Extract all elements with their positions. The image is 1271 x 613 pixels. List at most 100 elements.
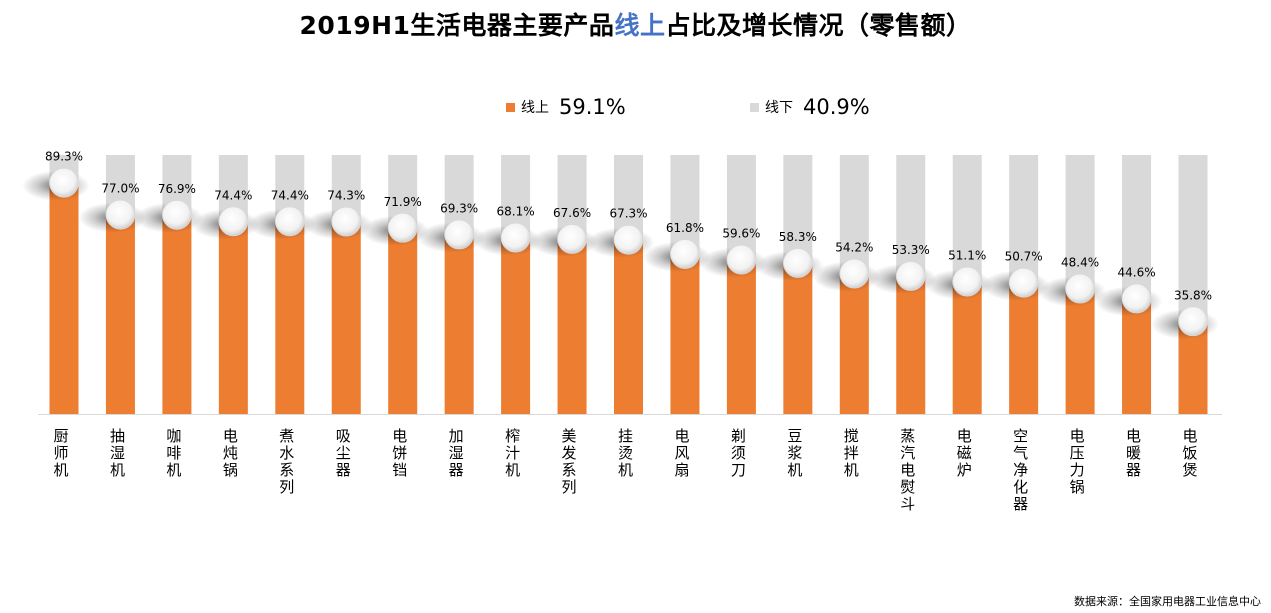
bar-knob (161, 199, 192, 230)
bar-online (726, 259, 756, 414)
bar-online (388, 227, 418, 414)
category-label: 吸尘器 (336, 427, 351, 479)
bar-offline (1178, 155, 1208, 322)
bar-online (331, 221, 361, 414)
bar-offline (839, 155, 869, 274)
labels-layer: 89.3% 77.0% 76.9% 74.4% 74.4% 74.3% 71.9% 69.3%… (45, 150, 1212, 303)
bar-knob (782, 248, 813, 278)
bar-offline (1122, 155, 1152, 299)
data-label: 74.3% (327, 189, 365, 203)
bar-offline (896, 155, 926, 276)
bar-online (49, 182, 79, 414)
category-label: 空气净化器 (1013, 427, 1028, 513)
bar-offline (1065, 155, 1095, 289)
bar-online (162, 214, 192, 414)
bar-knob (839, 258, 870, 289)
category-label: 蒸汽电熨斗 (900, 427, 915, 513)
bar-knob (670, 239, 700, 269)
data-label: 59.6% (722, 227, 760, 241)
bar-offline (726, 155, 756, 260)
bar-online (557, 238, 587, 414)
bar-offline (783, 155, 813, 264)
legend-item-offline: 线下 40.9% (750, 92, 870, 122)
bar-offline (1009, 155, 1039, 283)
chart-title: 2019H1生活电器主要产品线上占比及增长情况（零售额） (0, 6, 1271, 42)
legend-value-offline: 40.9% (803, 95, 870, 119)
data-label: 69.3% (440, 202, 478, 216)
category-label: 剃须刀 (731, 427, 746, 479)
bar-online (275, 221, 305, 414)
data-label: 77.0% (101, 182, 139, 196)
category-label: 美发系列 (562, 427, 577, 496)
category-label: 豆浆机 (787, 427, 802, 479)
bar-knob (331, 206, 362, 237)
legend-item-online: 线上 59.1% (506, 92, 626, 122)
bar-online (501, 237, 531, 414)
data-label: 89.3% (45, 150, 83, 164)
data-label: 68.1% (497, 205, 535, 219)
legend-swatch-offline (750, 102, 759, 112)
category-label: 厨师机 (53, 427, 68, 479)
category-label: 电饼铛 (392, 427, 407, 479)
bar-online (1065, 288, 1095, 414)
category-label: 电暖器 (1126, 427, 1141, 479)
bar-online (952, 281, 982, 414)
knobs-layer (49, 167, 1208, 337)
title-pre: 2019H1生活电器主要产品 (299, 11, 615, 40)
bar-offline (952, 155, 982, 282)
bar-knob (218, 206, 249, 237)
bar-knob (444, 219, 475, 250)
legend-value-online: 59.1% (559, 95, 626, 119)
data-label: 50.7% (1005, 250, 1043, 264)
bar-online (105, 214, 135, 414)
bar-knob (49, 167, 79, 198)
legend-label-offline: 线下 (765, 100, 793, 116)
legend-label-online: 线上 (521, 100, 549, 116)
category-label: 电压力锅 (1070, 427, 1085, 496)
data-label: 67.3% (609, 207, 647, 221)
category-label: 挂烫机 (618, 427, 633, 479)
category-label: 榨汁机 (505, 427, 520, 479)
bar-online (896, 275, 926, 414)
bar-knob (105, 199, 136, 230)
data-label: 58.3% (779, 230, 817, 244)
bar-knob (1121, 283, 1152, 314)
bar-online (1122, 298, 1152, 414)
category-label: 搅拌机 (844, 427, 859, 479)
bar-online (218, 221, 248, 414)
bar-knob (1008, 267, 1039, 298)
legend-swatch-online (506, 102, 515, 112)
data-label: 51.1% (948, 249, 986, 263)
bar-online (444, 234, 474, 414)
category-label: 电磁炉 (957, 427, 972, 479)
bar-knob (387, 212, 418, 243)
category-label: 抽湿机 (110, 427, 125, 479)
data-label: 35.8% (1174, 288, 1212, 302)
data-label: 61.8% (666, 221, 704, 235)
data-label: 53.3% (892, 243, 930, 257)
title-post: 占比及增长情况（零售额） (665, 11, 972, 40)
category-label: 加湿器 (449, 427, 464, 479)
categories-layer: 厨师机 抽湿机 咖啡机 电炖锅 煮水系列 吸尘器 电饼铛 加湿器 榨汁机 美发系列 挂烫机 电风扇 剃须… (53, 427, 1197, 513)
bar-online (839, 273, 869, 414)
bar-knob (1178, 306, 1208, 337)
bar-knob (557, 224, 587, 254)
bar-knob (952, 266, 983, 297)
category-label: 咖啡机 (166, 427, 181, 479)
category-label: 电饭煲 (1182, 427, 1197, 479)
bar-online (783, 263, 813, 414)
bar-online (614, 239, 643, 414)
bar-knob (500, 222, 531, 253)
bar-knob (895, 261, 926, 291)
data-label: 54.2% (835, 241, 873, 255)
bar-knob (274, 206, 305, 237)
legend: 线上 59.1% 线下 40.9% (0, 92, 1271, 122)
data-label: 74.4% (271, 188, 309, 202)
title-highlight: 线上 (614, 11, 666, 40)
bar-online (670, 253, 700, 414)
data-label: 76.9% (158, 182, 196, 196)
data-label: 48.4% (1061, 256, 1099, 270)
bars-layer (49, 155, 1208, 414)
data-source: 数据来源：全国家用电器工业信息中心 (1074, 595, 1261, 608)
